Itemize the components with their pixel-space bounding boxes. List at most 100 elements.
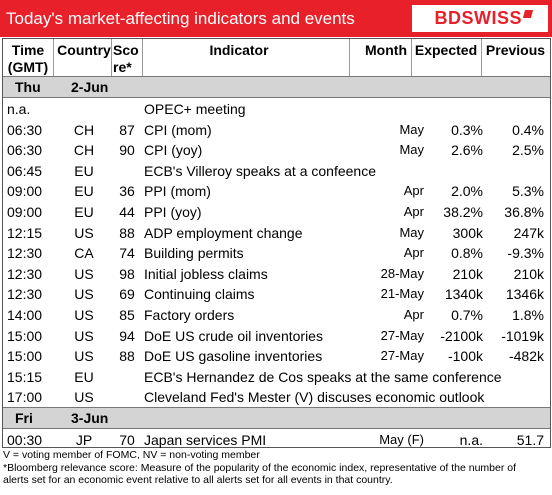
logo-text: BDSWISS (434, 8, 522, 28)
cell-time: 15:15 (7, 368, 43, 385)
cell-country: CH (73, 121, 95, 138)
day-date: 3-Jun (71, 410, 109, 426)
cell-indicator: Continuing claims (144, 286, 255, 303)
cell-indicator: Initial jobless claims (144, 265, 268, 282)
cell-month: 28-May (380, 265, 424, 281)
cell-indicator: ADP employment change (144, 224, 303, 241)
header-divider (481, 39, 482, 77)
footnote-line: alerts set for an economic event relativ… (3, 474, 393, 486)
cell-previous: -482k (508, 348, 544, 365)
cell-score: 44 (119, 204, 135, 220)
col-score-line1: Sco (113, 42, 139, 58)
table-row: 09:00 EU 36 PPI (mom) Apr 2.0% 5.3% (3, 181, 550, 202)
cell-expected: 210k (452, 265, 483, 282)
cell-month: Apr (403, 307, 424, 322)
table-header: Time (GMT) Country Sco re* Indicator Mon… (3, 39, 550, 78)
header-divider (349, 39, 350, 77)
cell-score: 88 (119, 224, 135, 241)
cell-score: 87 (119, 121, 135, 138)
cell-previous: 2.5% (512, 142, 544, 159)
cell-country: US (74, 286, 94, 303)
table-row: 15:00 US 88 DoE US gasoline inventories 27-M… (3, 346, 550, 367)
cell-indicator: Cleveland Fed's Mester (V) discuses econ… (144, 389, 485, 406)
cell-country: EU (74, 162, 94, 179)
cell-previous: -1019k (501, 327, 544, 344)
cell-expected: 0.7% (451, 307, 483, 323)
cell-country: US (74, 389, 94, 406)
table-row: 00:30 JP 70 Japan services PMI May (F) n.a. 51… (3, 430, 550, 451)
cell-previous: 5.3% (512, 183, 544, 200)
cell-indicator: ECB's Villeroy speaks at a confeence (144, 162, 376, 179)
cell-previous: -9.3% (507, 245, 544, 262)
cell-score: 94 (119, 327, 135, 344)
cell-expected: 38.2% (443, 204, 483, 220)
cell-time: 06:30 (7, 121, 43, 138)
logo-mark-icon (522, 10, 534, 18)
header-divider (411, 39, 412, 77)
table-row: 06:30 CH 87 CPI (mom) May 0.3% 0.4% (3, 120, 550, 141)
day-header: Fri 3-Jun (3, 407, 550, 429)
cell-time: 17:00 (7, 389, 43, 406)
table-row: 12:30 US 98 Initial jobless claims 28-May 210… (3, 264, 550, 285)
day-name: Fri (15, 410, 33, 426)
table-row: 15:15 EU ECB's Hernandez de Cos speaks at … (3, 367, 550, 388)
cell-time: 12:30 (7, 265, 43, 282)
cell-previous: 51.7 (516, 432, 544, 448)
cell-expected: 0.8% (451, 245, 483, 262)
cell-expected: 300k (452, 224, 483, 241)
header-divider (53, 39, 54, 77)
cell-country: CH (73, 142, 95, 159)
cell-month: Apr (403, 245, 424, 261)
cell-previous: 36.8% (504, 204, 544, 220)
col-month-header: Month (365, 42, 407, 58)
cell-score: 74 (119, 245, 135, 262)
footnote-line: V = voting member of FOMC, NV = non-voti… (3, 449, 260, 461)
cell-month: Apr (403, 204, 424, 219)
col-score-header: Sco re* (113, 42, 145, 76)
cell-indicator: DoE US crude oil inventories (144, 327, 323, 344)
cell-previous: 0.4% (512, 121, 544, 138)
table-row: 06:30 CH 90 CPI (yoy) May 2.6% 2.5% (3, 140, 550, 161)
cell-month: 27-May (380, 348, 424, 364)
cell-previous: 247k (513, 224, 544, 241)
cell-score: 85 (119, 307, 135, 323)
cell-time: 12:15 (7, 224, 43, 241)
cell-month: May (F) (379, 432, 424, 447)
cell-country: US (74, 307, 94, 323)
indicators-table: Time (GMT) Country Sco re* Indicator Mon… (2, 38, 551, 448)
header-divider (142, 39, 143, 77)
col-expected-header: Expected (414, 42, 478, 58)
cell-month: May (399, 142, 424, 158)
cell-month: 21-May (380, 286, 424, 302)
footnote-line: *Bloomberg relevance score: Measure of t… (3, 461, 517, 474)
cell-country: EU (74, 183, 94, 200)
cell-expected: 2.6% (451, 142, 483, 159)
cell-country: JP (75, 432, 93, 448)
cell-expected: 2.0% (451, 183, 483, 200)
table-row: 15:00 US 94 DoE US crude oil inventories 27-… (3, 326, 550, 347)
cell-month: 27-May (380, 327, 424, 343)
table-row: 09:00 EU 44 PPI (yoy) Apr 38.2% 36.8% (3, 202, 550, 223)
cell-time: 06:45 (7, 162, 43, 179)
cell-indicator: Japan services PMI (144, 432, 267, 448)
cell-time: 15:00 (7, 327, 43, 344)
cell-indicator: ECB's Hernandez de Cos speaks at the sam… (144, 368, 502, 385)
cell-indicator: DoE US gasoline inventories (144, 348, 323, 365)
cell-time: 00:30 (7, 432, 43, 448)
cell-score: 36 (119, 183, 135, 200)
table-row: 06:45 EU ECB's Villeroy speaks at a confee… (3, 161, 550, 182)
title-bar: Today's market-affecting indicators and … (0, 0, 552, 37)
cell-indicator: PPI (yoy) (144, 204, 202, 220)
table-row: 12:15 US 88 ADP employment change May 300k 247… (3, 223, 550, 244)
col-time-line2: (GMT) (7, 59, 49, 75)
cell-indicator: Factory orders (144, 307, 235, 323)
col-time-header: Time (GMT) (3, 42, 53, 76)
cell-score: 90 (119, 142, 135, 159)
cell-indicator: Building permits (144, 245, 244, 262)
cell-country: US (74, 327, 94, 344)
table-row: 12:30 CA 74 Building permits Apr 0.8% -9.3% (3, 243, 550, 264)
cell-country: CA (74, 245, 94, 262)
cell-month: May (399, 121, 424, 137)
cell-previous: 210k (513, 265, 544, 282)
table-row: 12:30 US 69 Continuing claims 21-May 1340k 134… (3, 284, 550, 305)
